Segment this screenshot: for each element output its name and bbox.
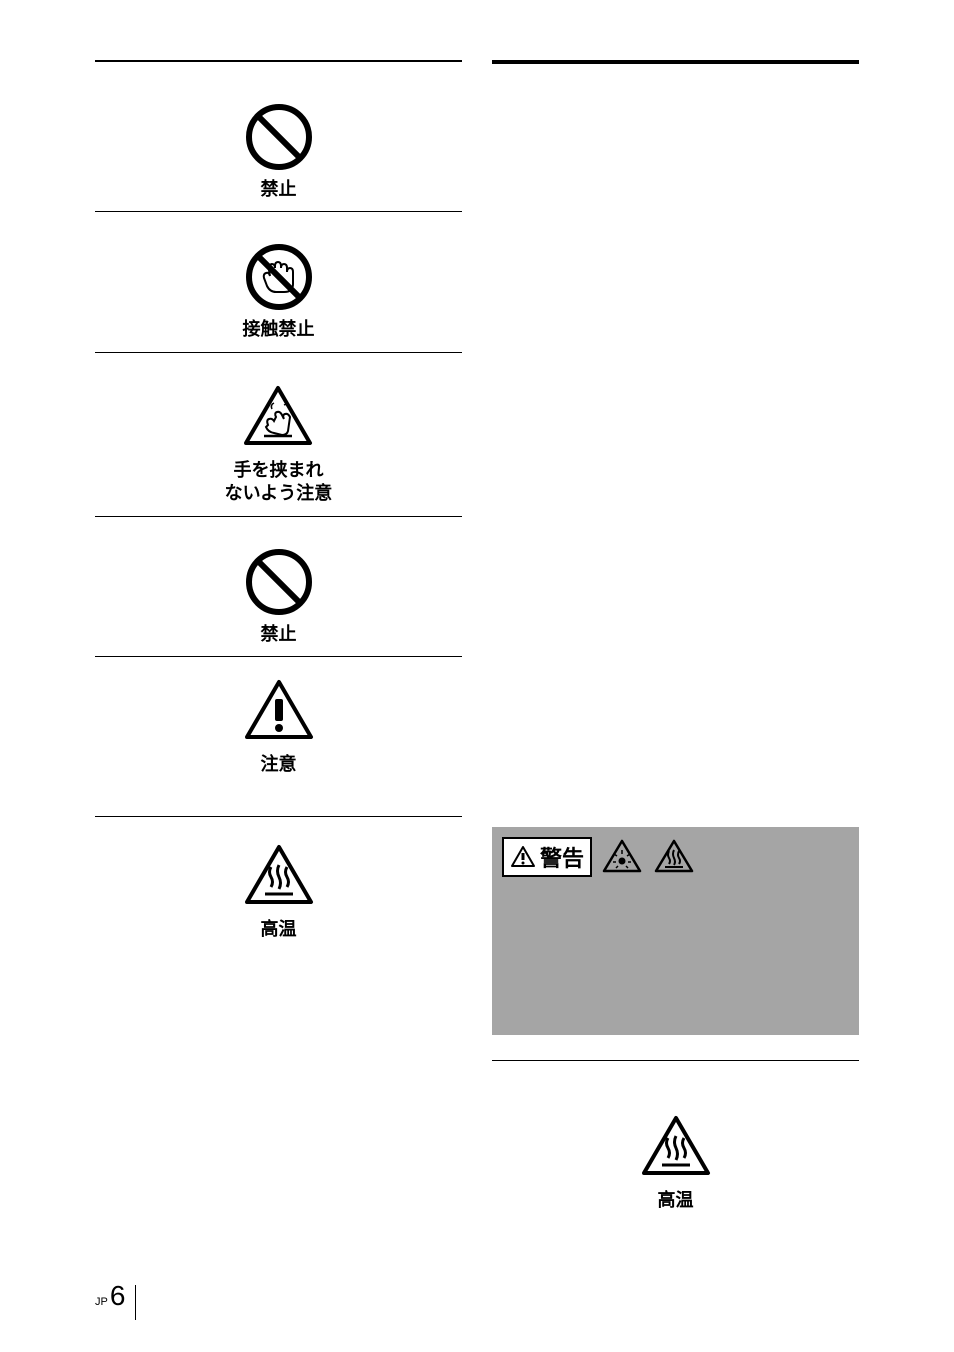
warning-box-body-space	[502, 885, 849, 1025]
icon-label: 禁止	[261, 178, 297, 201]
hot-surface-icon	[239, 842, 319, 912]
icon-label: 注意	[261, 753, 297, 776]
right-spacer-top	[492, 64, 859, 813]
page-container: 禁止 接触禁止	[0, 0, 954, 1352]
prohibit-icon	[244, 102, 314, 172]
warning-badge: 警告	[502, 837, 592, 877]
page-footer: JP 6	[95, 1280, 125, 1312]
page-number: 6	[110, 1280, 126, 1312]
caution-exclaim-icon	[239, 677, 319, 747]
hot-surface-icon	[636, 1113, 716, 1183]
ultraviolet-icon	[600, 838, 644, 876]
no-touch-icon	[244, 242, 314, 312]
icon-label: 高温	[261, 918, 297, 941]
warning-gray-box: 警告	[492, 827, 859, 1035]
safety-section-hot: 高温	[95, 817, 462, 951]
locale-marker: JP	[95, 1296, 108, 1308]
left-column: 禁止 接触禁止	[95, 60, 462, 1312]
safety-section-pinch: 手を挟まれ ないよう注意	[95, 353, 462, 517]
safety-section-caution: 注意	[95, 657, 462, 817]
icon-block: 高温	[239, 842, 319, 941]
icon-block: 高温	[492, 1113, 859, 1212]
prohibit-icon	[244, 547, 314, 617]
icon-label: 手を挟まれ ないよう注意	[225, 459, 333, 506]
right-bottom-spacer	[492, 1212, 859, 1312]
icon-block: 注意	[239, 677, 319, 776]
right-column: 警告	[492, 60, 859, 1312]
icon-block: 接触禁止	[243, 242, 315, 341]
right-bottom-section: 高温	[492, 1061, 859, 1312]
safety-section-prohibit-2: 禁止	[95, 517, 462, 657]
icon-block: 禁止	[244, 547, 314, 646]
caution-small-icon	[510, 845, 536, 869]
warning-badge-text: 警告	[540, 841, 584, 873]
icon-block: 禁止	[244, 102, 314, 201]
icon-label: 禁止	[261, 623, 297, 646]
safety-section-no-touch: 接触禁止	[95, 212, 462, 352]
icon-label: 接触禁止	[243, 318, 315, 341]
icon-block: 手を挟まれ ないよう注意	[225, 383, 333, 506]
safety-section-prohibit-1: 禁止	[95, 62, 462, 212]
warning-header-row: 警告	[502, 837, 849, 877]
pinch-hand-icon	[238, 383, 318, 453]
hot-surface-small-icon	[652, 838, 696, 876]
icon-label: 高温	[658, 1189, 694, 1212]
footer-vertical-rule	[135, 1285, 136, 1320]
